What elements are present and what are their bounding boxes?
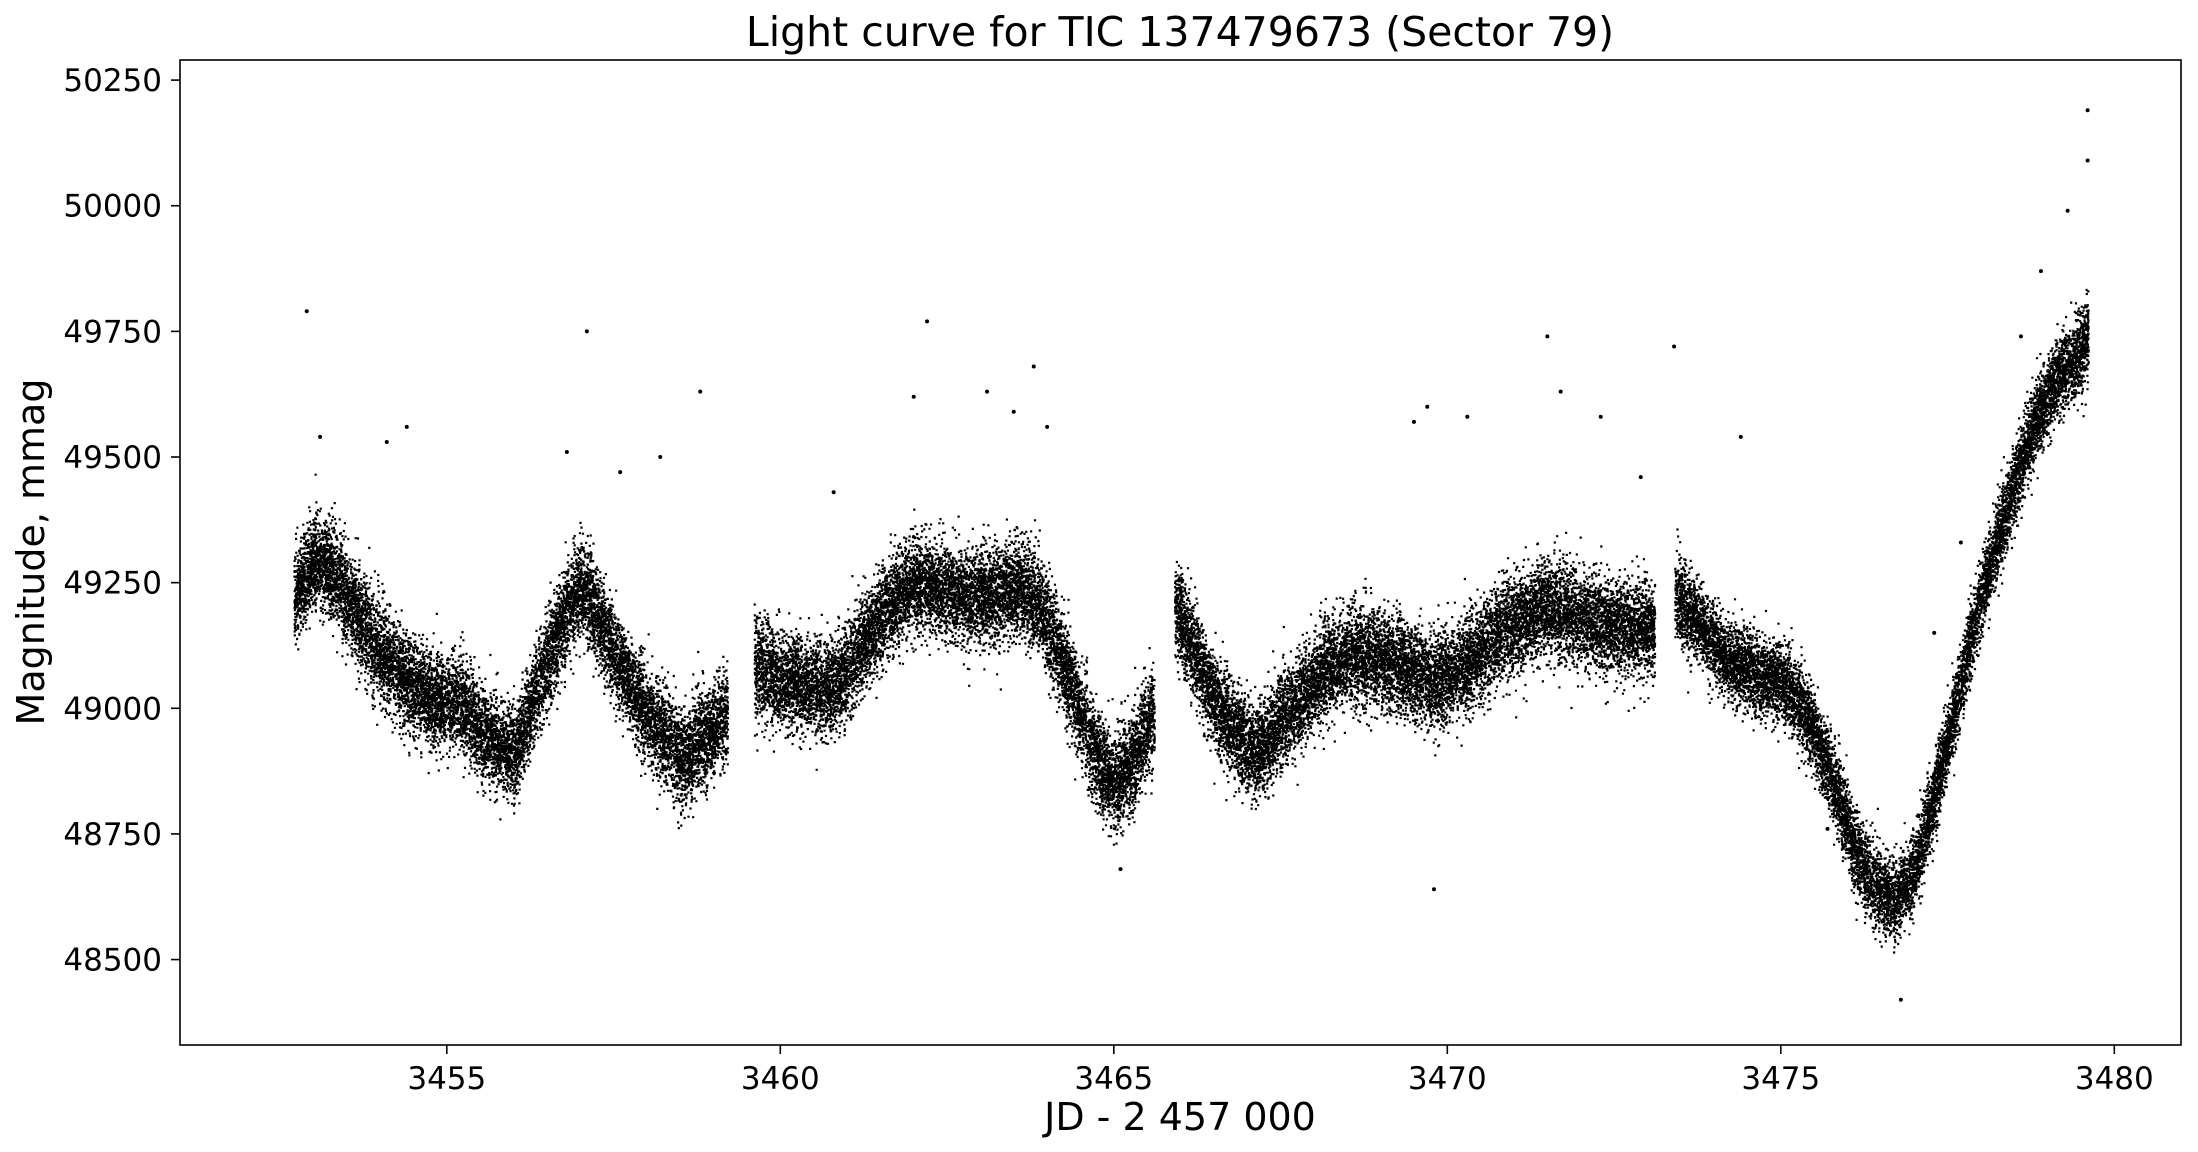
y-tick-label: 48750	[63, 817, 162, 853]
outlier-point	[985, 389, 990, 394]
outlier-point	[1545, 334, 1550, 339]
x-tick-label: 3455	[407, 1061, 486, 1097]
outlier-point	[1411, 419, 1416, 424]
outlier-point	[1425, 404, 1430, 409]
outlier-point	[911, 394, 916, 399]
outlier-point	[2085, 108, 2090, 113]
outlier-point	[1825, 826, 1830, 831]
chart-title: Light curve for TIC 137479673 (Sector 79…	[746, 8, 1614, 56]
light-curve-segment-2	[753, 508, 1156, 846]
outlier-point	[2038, 269, 2043, 274]
outlier-point	[404, 424, 409, 429]
outlier-point	[2085, 158, 2090, 163]
outlier-point	[618, 470, 623, 475]
y-tick-label: 49000	[63, 691, 162, 727]
outlier-point	[1638, 475, 1643, 480]
outlier-point	[925, 319, 930, 324]
outlier-point	[1958, 540, 1963, 545]
outlier-point	[1898, 997, 1903, 1002]
data-points	[293, 108, 2090, 1002]
y-tick-label: 49500	[63, 440, 162, 476]
x-axis-ticks: 3455 3460 3465 3470 3475 3480	[407, 1045, 2154, 1097]
light-curve-segment-3	[1174, 531, 1657, 811]
outlier-point	[564, 449, 569, 454]
y-tick-label: 48500	[63, 943, 162, 979]
outlier-point	[1031, 364, 1036, 369]
outlier-point	[1118, 867, 1123, 872]
y-axis-title: Magnitude, mmag	[9, 379, 53, 726]
light-curve-segment-4	[1674, 288, 2090, 954]
outlier-point	[1672, 344, 1677, 349]
outlier-point	[1045, 424, 1050, 429]
x-tick-label: 3475	[1741, 1061, 1820, 1097]
outlier-point	[1431, 887, 1436, 892]
outlier-point	[2018, 334, 2023, 339]
outlier-point	[584, 329, 589, 334]
y-tick-label: 50250	[63, 63, 162, 99]
outlier-point	[1738, 434, 1743, 439]
x-tick-label: 3480	[2075, 1061, 2154, 1097]
outlier-point	[2065, 208, 2070, 213]
outlier-point	[698, 389, 703, 394]
outlier-point	[384, 439, 389, 444]
y-tick-label: 50000	[63, 189, 162, 225]
x-tick-label: 3470	[1408, 1061, 1487, 1097]
outlier-point	[318, 434, 323, 439]
outlier-point	[1558, 389, 1563, 394]
outlier-point	[1598, 414, 1603, 419]
plot-frame	[179, 59, 2182, 1046]
x-axis-title: JD - 2 457 000	[1042, 1095, 1316, 1139]
outlier-point	[1465, 414, 1470, 419]
x-tick-label: 3465	[1074, 1061, 1153, 1097]
light-curve-segment-1	[293, 473, 730, 830]
y-axis-ticks: 48500 48750 49000 49250 49500 49750 50000 50250	[63, 63, 180, 979]
y-tick-label: 49250	[63, 566, 162, 602]
outlier-point	[1011, 409, 1016, 414]
outlier-point	[658, 455, 663, 460]
outlier-point	[831, 490, 836, 495]
y-tick-label: 49750	[63, 314, 162, 350]
x-tick-label: 3460	[741, 1061, 820, 1097]
outlier-point	[1932, 630, 1937, 635]
outlier-point	[304, 309, 309, 314]
